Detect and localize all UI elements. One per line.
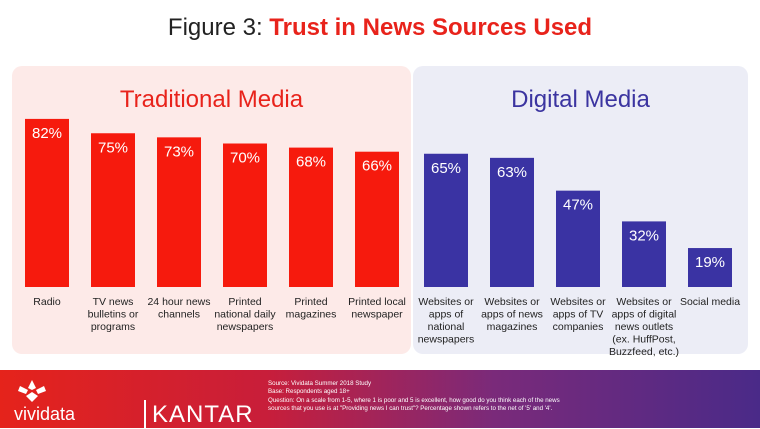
category-label-line: 24 hour news	[147, 296, 210, 308]
title-prefix: Figure 3:	[167, 14, 270, 41]
brand-logos: vividata KANTAR	[14, 378, 264, 428]
vividata-wordmark: vividata	[14, 404, 76, 424]
category-label-line: apps of digital	[612, 309, 677, 321]
category-label: Websites or apps of news magazines	[481, 296, 543, 333]
bar-value-label: 75%	[98, 139, 128, 156]
bar-traditional-4	[289, 147, 333, 287]
category-label-line: Radio	[33, 296, 61, 308]
bar-digital-2	[556, 190, 600, 287]
footer-banner: vividata KANTAR Source: Vividata Summer …	[0, 370, 760, 428]
bar-value-label: 32%	[629, 227, 659, 244]
category-label-line: Websites or	[616, 296, 672, 308]
bar-traditional-3	[223, 143, 267, 287]
category-label-line: companies	[553, 321, 604, 333]
category-label-line: Social media	[680, 296, 740, 308]
category-label: Printed magazines	[286, 296, 337, 321]
bar-digital-3	[622, 221, 666, 287]
vividata-logo-icon	[18, 380, 46, 402]
digital-media-heading: Digital Media	[511, 86, 650, 113]
category-label-line: programs	[91, 321, 135, 333]
bar-value-label: 70%	[230, 150, 260, 167]
bar-value-label: 68%	[296, 154, 326, 171]
category-label-line: Printed	[228, 296, 261, 308]
bar-value-label: 65%	[431, 160, 461, 177]
logo-divider	[144, 400, 146, 428]
footnote-base: Base: Respondents aged 18+	[268, 388, 350, 396]
category-label-line: channels	[158, 309, 200, 321]
bar-traditional-2	[157, 137, 201, 287]
bar-value-label: 63%	[497, 164, 527, 181]
bar-traditional-5	[355, 151, 399, 287]
category-label: TV news bulletins or programs	[88, 296, 139, 333]
category-label: Websites or apps of digital news outlets (e…	[609, 296, 679, 358]
category-label-line: (ex. HuffPost,	[612, 334, 675, 346]
category-label: Radio	[33, 296, 61, 308]
category-label: Social media	[680, 296, 740, 308]
bar-digital-4	[688, 248, 732, 287]
category-label-line: Printed	[294, 296, 327, 308]
footnote-question-cont: sources that you use is at "Providing ne…	[268, 405, 553, 413]
title-accent: Trust in News Sources Used	[269, 14, 593, 41]
category-label-line: Websites or	[418, 296, 474, 308]
category-label-line: apps of news	[481, 309, 543, 321]
chart-title: Figure 3: Trust in News Sources Used	[0, 14, 760, 42]
bar-value-label: 73%	[164, 143, 194, 160]
bar-value-label: 66%	[362, 158, 392, 175]
traditional-media-heading: Traditional Media	[119, 86, 304, 113]
category-label: Printed national daily newspapers	[214, 296, 276, 333]
bar-value-label: 19%	[695, 254, 725, 271]
category-label-line: TV news	[93, 296, 134, 308]
category-label-line: Printed local	[348, 296, 406, 308]
category-label-line: news outlets	[615, 321, 673, 333]
category-label-line: Websites or	[484, 296, 540, 308]
category-label: Websites or apps of TV companies	[550, 296, 606, 333]
category-label: Printed local newspaper	[348, 296, 406, 321]
category-label-line: apps of TV	[553, 309, 604, 321]
category-label-line: national daily	[214, 309, 276, 321]
category-label: 24 hour news channels	[147, 296, 210, 321]
category-label-line: magazines	[286, 309, 337, 321]
bar-traditional-0	[25, 118, 69, 288]
category-label: Websites or apps of national newspapers	[418, 296, 475, 346]
bar-traditional-1	[91, 133, 135, 287]
category-label-line: newspapers	[418, 334, 475, 346]
category-label-line: national	[428, 321, 465, 333]
footnote-source: Source: Vividata Summer 2018 Study	[268, 380, 372, 387]
category-label-line: Buzzfeed, etc.)	[609, 346, 679, 358]
category-label-line: magazines	[487, 321, 538, 333]
bar-value-label: 82%	[32, 125, 62, 142]
footnotes: Source: Vividata Summer 2018 Study Base:…	[268, 380, 748, 414]
category-label-line: Websites or	[550, 296, 606, 308]
category-label-line: apps of	[429, 309, 464, 321]
footnote-question: Question: On a scale from 1-5, where 1 i…	[268, 396, 560, 404]
bar-digital-0	[424, 153, 468, 287]
bar-value-label: 47%	[563, 197, 593, 214]
traditional-media-panel	[12, 66, 411, 354]
category-label-line: bulletins or	[88, 309, 139, 321]
category-label-line: newspaper	[351, 309, 403, 321]
kantar-wordmark: KANTAR	[152, 401, 254, 428]
bar-chart: 82% Radio 75% TV news bulletins or programs 73…	[25, 118, 740, 358]
bar-digital-1	[490, 157, 534, 287]
category-label-line: newspapers	[217, 321, 274, 333]
